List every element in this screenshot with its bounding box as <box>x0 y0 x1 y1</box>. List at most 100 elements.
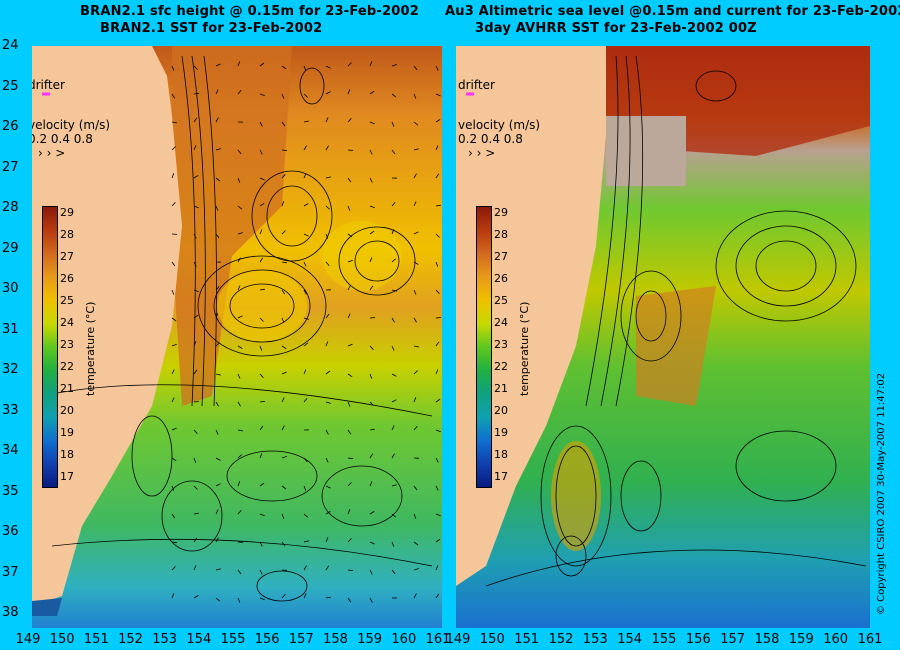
colorbar-tick-label: 18 <box>494 448 508 461</box>
colorbar-tick-label: 27 <box>60 250 74 263</box>
velocity-arrow <box>215 483 221 487</box>
velocity-arrow <box>281 261 287 264</box>
velocity-arrow <box>325 91 331 95</box>
x-tick-label: 152 <box>548 632 574 647</box>
x-tick-label: 154 <box>186 632 212 647</box>
left-contours <box>41 55 433 602</box>
velocity-arrow <box>193 261 197 267</box>
velocity-arrow <box>193 65 198 70</box>
velocity-arrow <box>435 118 441 123</box>
velocity-arrow <box>325 429 329 435</box>
velocity-arrow <box>215 401 219 407</box>
velocity-arrow <box>347 62 352 67</box>
y-tick-label: 35 <box>2 483 19 499</box>
velocity-arrow <box>171 513 176 519</box>
velocity-arrow <box>193 565 197 571</box>
velocity-arrow <box>193 205 199 209</box>
velocity-arrow <box>171 397 175 403</box>
x-tick-label: 151 <box>514 632 540 647</box>
velocity-arrow <box>391 317 395 323</box>
velocity-arrow <box>171 261 176 267</box>
velocity-arrow <box>237 429 243 432</box>
velocity-arrow <box>259 541 263 547</box>
velocity-arrow <box>303 397 308 403</box>
colorbar-tick-label: 27 <box>494 250 508 263</box>
velocity-arrow <box>259 121 263 127</box>
right-title-line2: 3day AVHRR SST for 23-Feb-2002 00Z <box>475 21 757 36</box>
velocity-arrow <box>215 285 220 291</box>
x-tick-label: 153 <box>152 632 178 647</box>
velocity-arrow <box>413 93 417 99</box>
velocity-arrow <box>171 343 177 347</box>
y-tick-label: 30 <box>2 281 19 296</box>
velocity-arrow <box>171 65 175 71</box>
velocity-arrow <box>215 89 219 95</box>
y-tick-label: 33 <box>2 402 19 418</box>
colorbar-tick-label: 25 <box>494 294 508 307</box>
right-warm-eddy <box>636 286 716 406</box>
velocity-arrow <box>193 485 198 490</box>
colorbar-tick-label: 19 <box>60 426 74 439</box>
velocity-arrow <box>303 145 307 151</box>
velocity-arrow <box>281 397 285 403</box>
x-tick-label: 154 <box>617 632 643 647</box>
velocity-arrow <box>237 285 241 291</box>
velocity-arrow <box>171 317 177 322</box>
y-tick-label: 24 <box>2 38 19 53</box>
y-tick-label: 25 <box>2 78 19 94</box>
velocity-arrow <box>369 345 374 350</box>
velocity-arrow <box>193 289 199 293</box>
right-map-panel[interactable]: drifter velocity (m/s) 0.2 0.4 0.8 › › >… <box>456 46 870 628</box>
velocity-arrow <box>347 205 351 211</box>
right-title-line1: Au3 Altimetric sea level @0.15m and curr… <box>445 4 900 19</box>
velocity-arrow <box>259 257 264 263</box>
velocity-arrow <box>237 509 242 515</box>
velocity-arrow <box>325 341 329 347</box>
colorbar-tick-label: 29 <box>60 206 74 219</box>
x-tick-label: 149 <box>445 632 471 647</box>
colorbar-tick-label: 17 <box>60 470 74 483</box>
velocity-arrow <box>413 425 418 431</box>
velocity-arrow <box>237 315 243 319</box>
velocity-arrow <box>303 93 308 98</box>
velocity-arrow <box>303 457 308 463</box>
velocity-arrow <box>391 425 395 431</box>
velocity-arrow <box>347 597 352 603</box>
velocity-arrow <box>413 485 418 491</box>
colorbar-tick-label: 26 <box>60 272 74 285</box>
colorbar-tick-label: 26 <box>494 272 508 285</box>
velocity-arrow <box>413 121 419 126</box>
right-velocity-scale: 0.2 0.4 0.8 <box>458 132 523 146</box>
velocity-arrow <box>171 202 176 207</box>
velocity-arrow <box>237 232 243 235</box>
velocity-arrow <box>435 485 439 491</box>
left-colorbar-title: temperature (°C) <box>84 301 97 396</box>
colorbar-tick-label: 21 <box>60 382 74 395</box>
velocity-arrow <box>435 261 439 267</box>
y-tick-label: 34 <box>2 443 19 458</box>
left-map-panel[interactable]: drifter velocity (m/s) 0.2 0.4 0.8 › › >… <box>32 46 442 628</box>
velocity-arrow <box>193 537 198 543</box>
velocity-arrow <box>413 261 419 265</box>
right-land <box>456 46 606 586</box>
y-tick-label: 27 <box>2 159 19 175</box>
velocity-arrow <box>413 345 419 348</box>
velocity-arrow <box>435 204 441 207</box>
velocity-arrow <box>347 373 353 378</box>
velocity-arrow <box>391 149 396 155</box>
velocity-arrow <box>259 62 265 67</box>
left-eddy-warm2 <box>322 221 402 291</box>
velocity-arrow <box>325 313 330 319</box>
velocity-arrow <box>413 173 417 179</box>
velocity-arrow <box>391 229 395 235</box>
velocity-arrow <box>325 401 331 404</box>
velocity-arrow <box>391 541 395 547</box>
velocity-arrow <box>391 121 395 127</box>
x-tick-label: 160 <box>823 632 849 647</box>
velocity-arrow <box>171 146 176 151</box>
velocity-arrow <box>281 485 287 490</box>
copyright-text: © Copyright CSIRO 2007 30-May-2007 11:47… <box>876 372 887 615</box>
velocity-arrow <box>391 373 397 377</box>
velocity-arrow <box>391 93 397 98</box>
velocity-arrow <box>325 65 331 69</box>
